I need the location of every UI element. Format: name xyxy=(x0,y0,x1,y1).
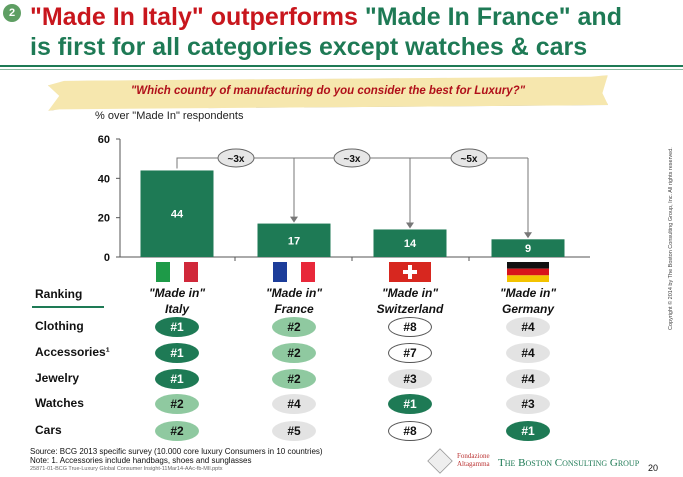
switzerland-flag xyxy=(389,262,431,282)
y-tick-label: 20 xyxy=(98,213,110,225)
row-label: Cars xyxy=(35,423,62,437)
source-note: Source: BCG 2013 specific survey (10.000… xyxy=(30,447,323,456)
multiplier-label: ~3x xyxy=(344,154,361,165)
bar-value-label: 17 xyxy=(288,235,300,247)
multiplier-bubble xyxy=(333,148,371,168)
multiplier-label: ~3x xyxy=(228,154,245,165)
column-label-line1: "Made in" xyxy=(499,286,557,300)
column-label-country: Germany xyxy=(501,302,555,316)
flag-stripe xyxy=(273,262,287,282)
title-rule-thin xyxy=(0,69,683,70)
section-number-badge: 2 xyxy=(3,4,21,22)
row-label: Jewelry xyxy=(35,371,80,385)
page-number: 20 xyxy=(648,463,659,473)
rank-badge: #8 xyxy=(388,317,432,337)
rank-badge: #2 xyxy=(155,421,199,441)
bar xyxy=(140,170,214,257)
arrow-head-icon xyxy=(524,232,532,239)
title-rule xyxy=(0,65,683,67)
row-label: Watches xyxy=(35,396,84,410)
multiplier-bubble xyxy=(450,148,488,168)
italy-flag xyxy=(156,262,198,282)
rank-badge: #1 xyxy=(155,369,199,389)
survey-question: "Which country of manufacturing do you c… xyxy=(130,85,526,97)
flag-stripe xyxy=(287,262,301,282)
title-part-italy: "Made In Italy" outperforms xyxy=(30,3,365,31)
rank-badge: #1 xyxy=(155,317,199,337)
flag-stripe xyxy=(170,262,184,282)
page-title: "Made In Italy" outperforms "Made In Fra… xyxy=(30,2,622,62)
rank-badge: #4 xyxy=(506,317,550,337)
rank-badge: #1 xyxy=(506,421,550,441)
rank-badge: #2 xyxy=(155,394,199,414)
flag-stripe xyxy=(507,268,549,276)
rank-badge: #1 xyxy=(388,394,432,414)
column-label-country: France xyxy=(274,302,314,316)
footnote: Note: 1. Accessories include handbags, s… xyxy=(30,456,252,465)
flag-stripe xyxy=(301,262,315,282)
france-flag xyxy=(273,262,315,282)
arrow-head-icon xyxy=(406,222,414,229)
rank-badge: #7 xyxy=(388,343,432,363)
flag-cross xyxy=(408,265,412,279)
row-label: Clothing xyxy=(35,319,84,333)
partner-logo: Fondazione Altagamma xyxy=(457,452,490,468)
flag-stripe xyxy=(156,262,170,282)
bar xyxy=(373,229,447,257)
row-label: Accessories¹ xyxy=(35,345,110,359)
rank-badge: #5 xyxy=(272,421,316,441)
company-logo: The Boston Consulting Group xyxy=(498,457,640,469)
copyright: Copyright © 2014 by The Boston Consultin… xyxy=(668,147,674,330)
ranking-header-underline xyxy=(32,306,104,308)
bar-value-label: 9 xyxy=(525,243,531,255)
column-label: "Made in" Germany xyxy=(473,285,583,317)
title-part-france: "Made In France" and xyxy=(364,3,622,31)
germany-flag xyxy=(507,262,549,282)
column-label-line1: "Made in" xyxy=(265,286,323,300)
rank-badge: #1 xyxy=(155,343,199,363)
column-label: "Made in" Switzerland xyxy=(355,285,465,317)
column-label-line1: "Made in" xyxy=(148,286,206,300)
bar xyxy=(491,239,565,257)
column-label: "Made in" France xyxy=(239,285,349,317)
annotation-line xyxy=(176,157,528,169)
flag-stripe xyxy=(507,275,549,282)
file-name: 25871-01-BCG True-Luxury Global Consumer… xyxy=(30,466,223,472)
rank-badge: #4 xyxy=(506,343,550,363)
y-tick-label: 60 xyxy=(98,134,110,146)
column-label-country: Switzerland xyxy=(376,302,444,316)
arrow-head-icon xyxy=(290,216,298,223)
rank-badge: #4 xyxy=(506,369,550,389)
column-label-line1: "Made in" xyxy=(381,286,439,300)
flag-stripe xyxy=(184,262,198,282)
rank-badge: #8 xyxy=(388,421,432,441)
rank-badge: #3 xyxy=(388,369,432,389)
rank-badge: #2 xyxy=(272,343,316,363)
ranking-header: Ranking xyxy=(35,287,83,301)
column-label-country: Italy xyxy=(164,302,189,316)
y-axis-label: % over "Made In" respondents xyxy=(95,110,244,122)
rank-badge: #3 xyxy=(506,394,550,414)
rank-badge: #2 xyxy=(272,317,316,337)
title-line-2: is first for all categories except watch… xyxy=(30,33,588,61)
multiplier-label: ~5x xyxy=(461,154,478,165)
column-label: "Made in" Italy xyxy=(122,285,232,317)
multiplier-bubble xyxy=(217,148,255,168)
rank-badge: #2 xyxy=(272,369,316,389)
y-tick-label: 40 xyxy=(98,173,110,185)
rank-badge: #4 xyxy=(272,394,316,414)
bar-value-label: 44 xyxy=(171,209,184,221)
bar-value-label: 14 xyxy=(404,238,417,250)
y-tick-label: 0 xyxy=(104,252,110,264)
flag-stripe xyxy=(507,262,549,269)
bar xyxy=(257,223,331,257)
